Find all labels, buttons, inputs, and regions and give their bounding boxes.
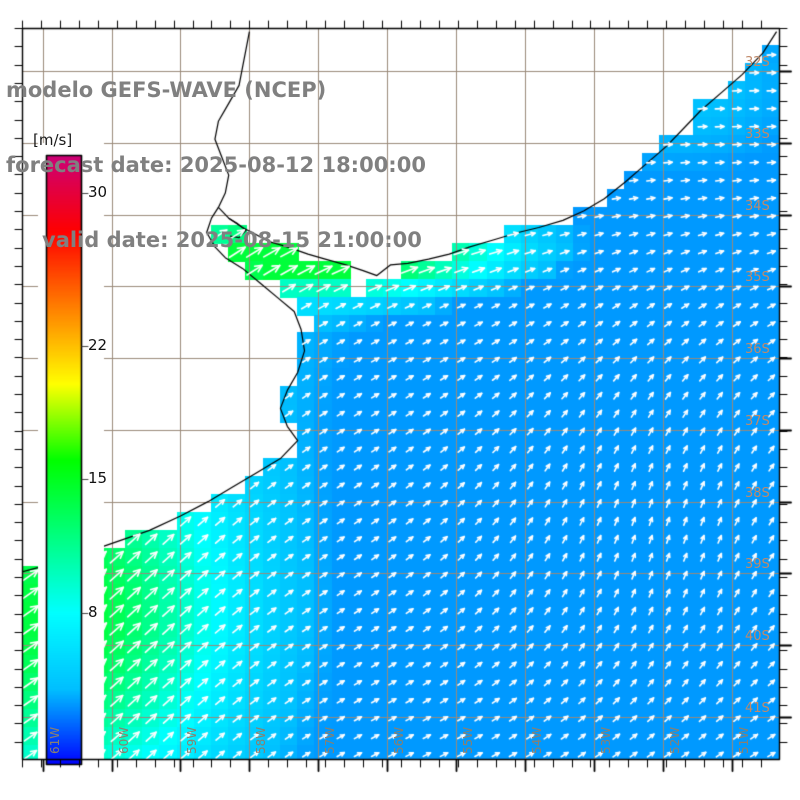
lon-tick-54W: 54W [530, 726, 545, 754]
lat-tick-39S: 39S [745, 557, 770, 573]
lat-tick-41S: 41S [745, 700, 770, 716]
colorbar-unit-label: [m/s] [33, 131, 73, 149]
lon-tick-53W: 53W [598, 726, 613, 754]
lon-tick-58W: 58W [254, 726, 269, 754]
lat-tick-40S: 40S [745, 629, 770, 645]
lat-tick-32S: 32S [745, 55, 770, 71]
lat-tick-35S: 35S [745, 270, 770, 286]
lon-tick-60W: 60W [116, 726, 131, 754]
colorbar-tick-22: 22 [88, 335, 108, 354]
lon-tick-61W: 61W [47, 726, 62, 754]
lon-tick-56W: 56W [392, 726, 407, 754]
lon-tick-55W: 55W [461, 726, 476, 754]
lat-tick-37S: 37S [745, 413, 770, 429]
lat-tick-33S: 33S [745, 126, 770, 142]
colorbar-tick-8: 8 [88, 602, 98, 621]
lon-tick-51W: 51W [736, 726, 751, 754]
colorbar-tick-15: 15 [88, 469, 108, 488]
lon-tick-59W: 59W [185, 726, 200, 754]
colorbar-tick-30: 30 [88, 183, 108, 202]
lat-tick-34S: 34S [745, 198, 770, 214]
lon-tick-57W: 57W [323, 726, 338, 754]
lat-tick-36S: 36S [745, 342, 770, 358]
lon-tick-52W: 52W [667, 726, 682, 754]
lat-tick-38S: 38S [745, 485, 770, 501]
